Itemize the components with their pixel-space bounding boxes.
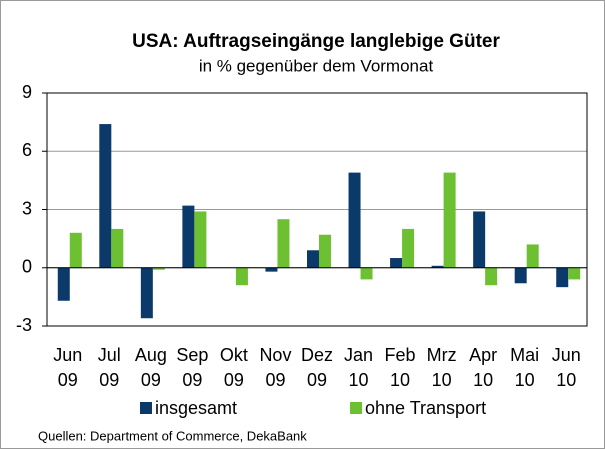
y-tick-label: 6 <box>22 140 32 160</box>
bar <box>235 267 248 286</box>
bar <box>568 267 581 280</box>
bar <box>194 211 207 268</box>
y-tick-label: -3 <box>16 315 32 335</box>
plot-border <box>46 92 588 327</box>
legend-swatch <box>350 402 362 414</box>
bar <box>69 232 82 268</box>
x-tick-label: Aug 09 <box>134 345 167 390</box>
x-tick-label: Feb 10 <box>384 345 416 390</box>
y-tick-label: 0 <box>22 257 32 277</box>
chart-title: USA: Auftragseingänge langlebige Güter <box>132 31 500 52</box>
bar <box>473 211 486 268</box>
x-tick-label: Jan 10 <box>344 345 374 390</box>
bar <box>277 219 290 268</box>
x-tick-label: Mai 10 <box>510 345 540 390</box>
bar <box>182 205 195 268</box>
bar <box>111 228 124 268</box>
bar <box>57 267 70 301</box>
x-tick-label: Sep 09 <box>176 345 209 390</box>
y-tick-label: 3 <box>22 198 32 218</box>
bar <box>514 267 527 284</box>
x-tick-label: Dez 09 <box>300 345 333 390</box>
bar <box>402 228 415 268</box>
bar <box>152 267 165 270</box>
legend-label: ohne Transport <box>365 398 486 418</box>
bar <box>526 244 539 268</box>
x-tick-label: Apr 10 <box>469 345 498 390</box>
bar <box>265 267 278 272</box>
bar <box>319 234 331 268</box>
source: Quellen: Department of Commerce, DekaBan… <box>38 428 307 443</box>
bar <box>348 172 361 268</box>
legend-swatch <box>140 402 152 414</box>
bar <box>431 265 444 268</box>
bar <box>360 267 373 280</box>
bar <box>443 172 456 268</box>
bar <box>307 250 319 268</box>
x-tick-label: Jul 09 <box>97 345 121 390</box>
x-tick-label: Okt 09 <box>219 345 248 390</box>
x-tick-label: Jun 09 <box>53 345 83 390</box>
bar <box>140 267 153 319</box>
bar <box>99 124 112 268</box>
x-tick-label: Jun 10 <box>551 345 581 390</box>
bar <box>390 258 403 268</box>
bar <box>556 267 569 288</box>
x-tick-label: Mrz 10 <box>426 345 457 390</box>
legend-label: insgesamt <box>155 398 237 418</box>
x-tick-label: Nov 09 <box>259 345 292 390</box>
chart-subtitle: in % gegenüber dem Vormonat <box>199 56 434 75</box>
bar <box>485 267 498 286</box>
y-tick-label: 9 <box>22 82 32 102</box>
